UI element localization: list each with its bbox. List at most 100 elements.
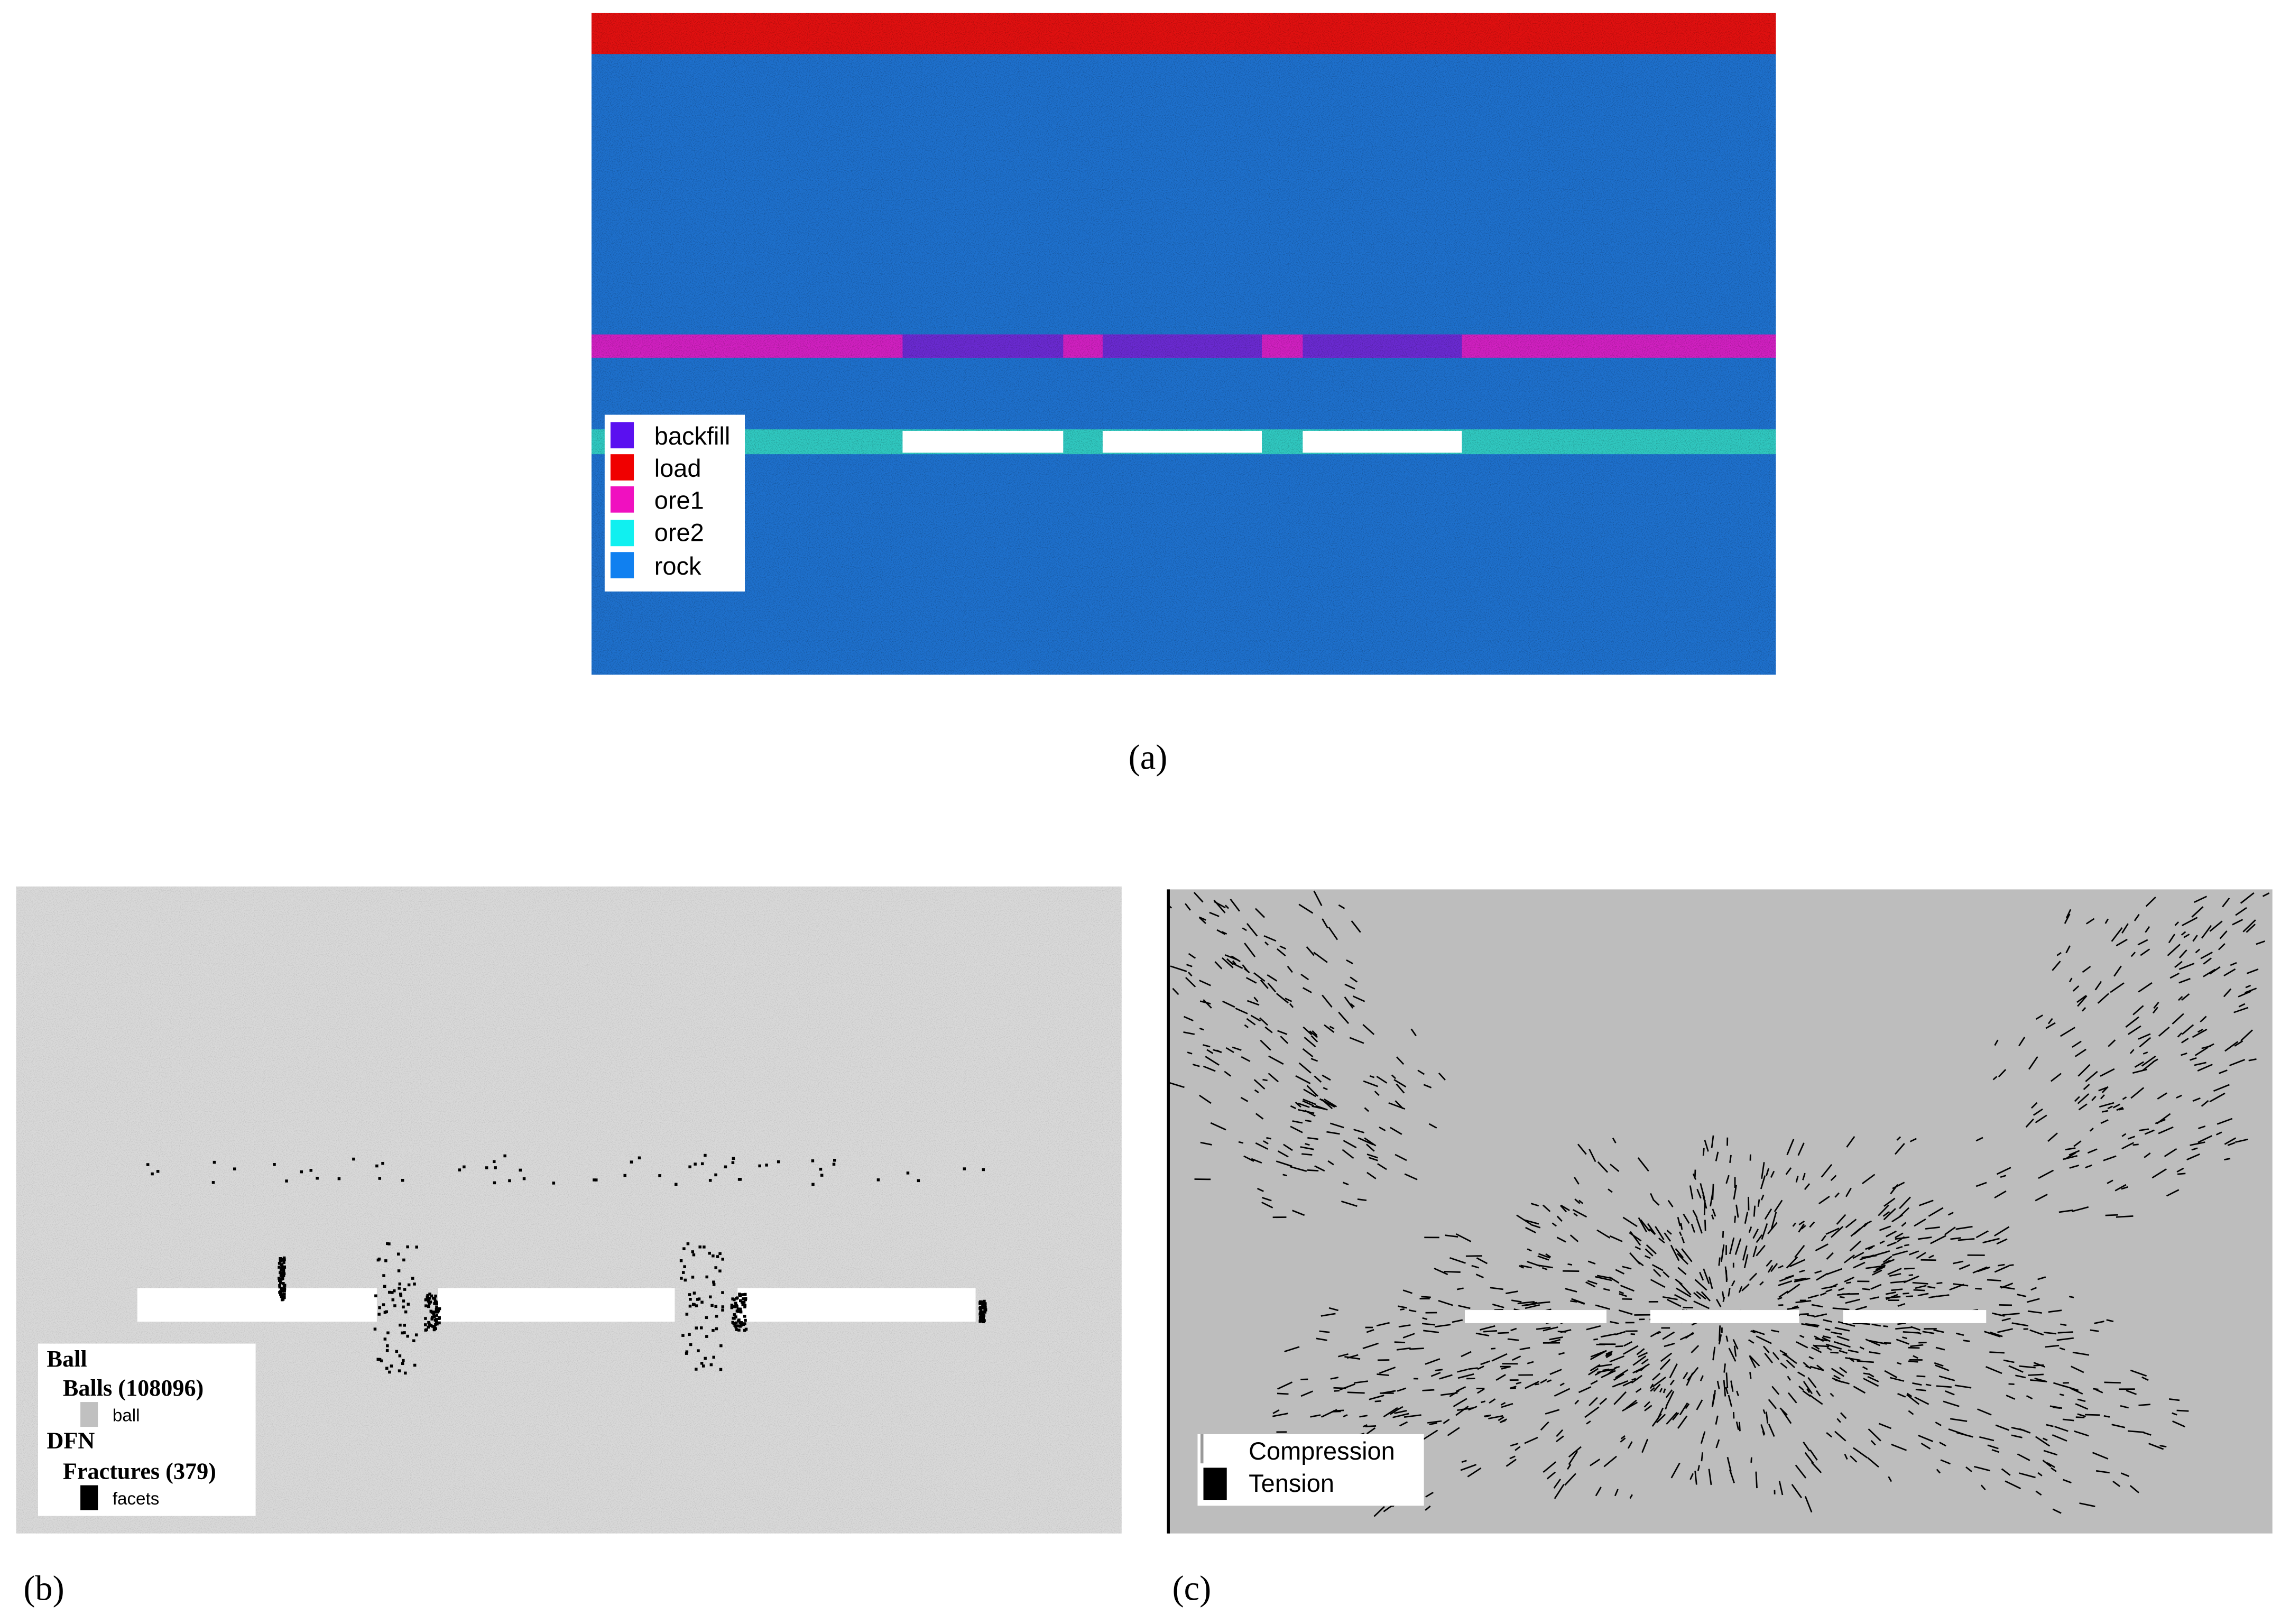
crack xyxy=(1257,1187,1264,1192)
crack xyxy=(1839,1350,1848,1354)
fracture-facet xyxy=(738,1307,742,1311)
crack xyxy=(1597,1161,1609,1173)
crack xyxy=(2125,1016,2139,1028)
crack xyxy=(1498,1416,1504,1422)
crack xyxy=(1543,1326,1558,1332)
crack xyxy=(1230,899,1240,912)
crack xyxy=(1701,1291,1711,1302)
crack xyxy=(1307,1137,1318,1140)
crack xyxy=(2017,1294,2027,1297)
crack xyxy=(2246,924,2256,933)
crack xyxy=(1646,1244,1657,1254)
crack xyxy=(2052,1434,2067,1442)
crack xyxy=(1825,1228,1840,1235)
crack xyxy=(2015,1374,2026,1379)
crack xyxy=(1873,1266,1886,1273)
crack xyxy=(1613,1373,1624,1381)
crack xyxy=(1587,1260,1596,1265)
fracture-facet xyxy=(151,1172,154,1176)
crack xyxy=(1435,1369,1443,1371)
crack xyxy=(2169,972,2180,979)
crack xyxy=(1834,1192,1840,1198)
crack xyxy=(1629,1252,1641,1265)
crack xyxy=(2076,995,2087,1003)
crack xyxy=(1553,1479,1562,1489)
crack xyxy=(1657,1407,1664,1420)
fracture-facet xyxy=(819,1167,823,1171)
crack xyxy=(1875,1264,1886,1271)
crack xyxy=(1869,1373,1875,1378)
legend-box xyxy=(1197,1434,1424,1506)
crack xyxy=(1755,1471,1758,1489)
crack xyxy=(2218,943,2226,951)
crack xyxy=(1455,1233,1472,1242)
crack xyxy=(1328,1307,1339,1312)
crack xyxy=(1816,1390,1821,1397)
crack xyxy=(1915,1285,1927,1289)
crack xyxy=(2120,1405,2129,1409)
crack xyxy=(1277,1381,1293,1390)
fracture-facet xyxy=(309,1169,313,1172)
crack xyxy=(1809,1221,1815,1228)
crack xyxy=(2183,934,2190,938)
crack xyxy=(1506,1290,1518,1295)
crack xyxy=(1468,1367,1478,1370)
fracture-facet xyxy=(435,1305,438,1308)
crack xyxy=(1935,1364,1950,1371)
fracture-facet xyxy=(744,1297,747,1300)
crack xyxy=(1978,1266,1990,1272)
crack xyxy=(1928,1207,1944,1217)
crack xyxy=(1885,1291,1896,1295)
fracture-facet xyxy=(982,1310,985,1314)
crack xyxy=(1663,1271,1670,1278)
crack xyxy=(1250,1014,1261,1022)
crack xyxy=(2181,917,2198,927)
crack xyxy=(1904,1244,1909,1247)
crack xyxy=(1203,999,1212,1009)
crack xyxy=(1689,1185,1694,1199)
crack xyxy=(2240,1029,2253,1041)
fracture-facet xyxy=(739,1310,743,1314)
fracture-facet xyxy=(429,1324,433,1327)
crack xyxy=(1172,988,1179,995)
fracture-facet xyxy=(434,1323,437,1326)
crack xyxy=(1662,1296,1678,1300)
crack xyxy=(1667,1199,1674,1207)
crack xyxy=(1615,1369,1629,1379)
crack xyxy=(1393,1079,1407,1088)
fracture-facet xyxy=(638,1156,641,1160)
crack xyxy=(1398,1406,1403,1410)
crack xyxy=(1794,1277,1807,1281)
crack xyxy=(1383,1407,1398,1418)
fracture-facet xyxy=(433,1297,437,1300)
crack xyxy=(1652,1269,1661,1277)
fracture-facet xyxy=(736,1307,740,1311)
crack xyxy=(1676,1287,1692,1298)
crack xyxy=(1935,1346,1945,1351)
crack xyxy=(1916,1331,1922,1335)
crack xyxy=(1600,1333,1616,1338)
crack xyxy=(1338,904,1345,909)
fracture-facet xyxy=(378,1358,382,1361)
crack xyxy=(1650,1387,1655,1392)
crack xyxy=(2097,993,2110,1004)
crack xyxy=(1838,1287,1844,1291)
fracture-facet xyxy=(282,1261,285,1264)
crack xyxy=(1589,1397,1598,1406)
crack xyxy=(1955,1225,1973,1230)
fracture-facet xyxy=(233,1167,236,1170)
fracture-facet xyxy=(385,1349,389,1352)
crack xyxy=(1748,1339,1755,1344)
crack xyxy=(1342,1149,1354,1159)
crack xyxy=(2071,1206,2089,1213)
crack xyxy=(1916,1375,1926,1378)
crack xyxy=(2069,1296,2074,1298)
crack xyxy=(2085,1071,2098,1082)
legend-heading: DFN xyxy=(47,1428,95,1454)
fracture-facet xyxy=(426,1294,429,1297)
crack xyxy=(1595,1304,1610,1310)
crack xyxy=(1906,1295,1913,1297)
crack xyxy=(2128,1025,2141,1035)
crack xyxy=(2245,988,2257,994)
crack xyxy=(1389,1408,1399,1415)
